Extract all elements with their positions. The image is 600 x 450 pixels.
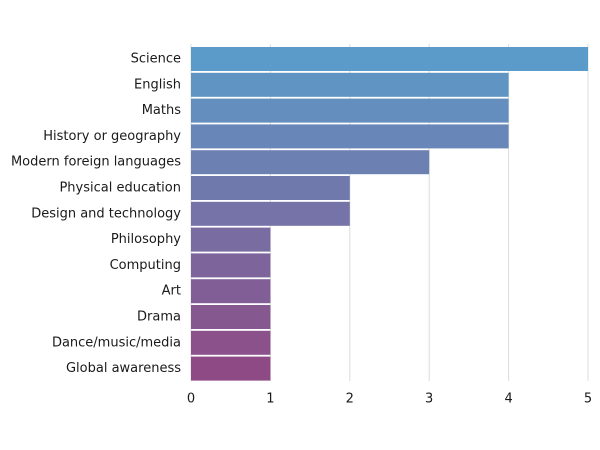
bar-maths — [191, 98, 509, 123]
category-label: History or geography — [43, 129, 181, 144]
category-label: Drama — [137, 310, 181, 325]
x-tick-label: 2 — [346, 392, 354, 407]
category-labels: Science English Maths History or geography M… — [11, 52, 181, 377]
bar-layer — [191, 47, 588, 381]
x-tick-label: 3 — [425, 392, 433, 407]
bar-modern-foreign-languages — [191, 150, 430, 175]
category-label: English — [134, 77, 181, 92]
bar-drama — [191, 305, 271, 329]
x-tick-label: 1 — [266, 392, 274, 407]
x-tick-label: 0 — [187, 392, 195, 407]
bar-english — [191, 72, 509, 97]
category-label: Dance/music/media — [52, 335, 181, 350]
bar-art — [191, 279, 271, 304]
category-label: Design and technology — [31, 206, 181, 221]
category-label: Philosophy — [111, 232, 181, 247]
bar-computing — [191, 253, 271, 278]
bar-dance-music-media — [191, 330, 271, 355]
category-label: Art — [162, 284, 181, 299]
category-label: Physical education — [59, 181, 181, 196]
category-label: Science — [131, 52, 181, 67]
bar-science — [191, 47, 588, 71]
bar-philosophy — [191, 227, 271, 252]
x-axis-ticks: 0 1 2 3 4 5 — [187, 392, 592, 407]
category-label: Modern foreign languages — [11, 155, 181, 170]
category-label: Maths — [142, 103, 182, 118]
x-tick-label: 4 — [504, 392, 512, 407]
bar-history-or-geography — [191, 124, 509, 149]
bar-design-and-technology — [191, 201, 350, 226]
category-label: Computing — [110, 258, 181, 273]
bar-global-awareness — [191, 356, 271, 381]
bar-physical-education — [191, 176, 350, 200]
category-label: Global awareness — [66, 361, 181, 376]
x-tick-label: 5 — [584, 392, 592, 407]
